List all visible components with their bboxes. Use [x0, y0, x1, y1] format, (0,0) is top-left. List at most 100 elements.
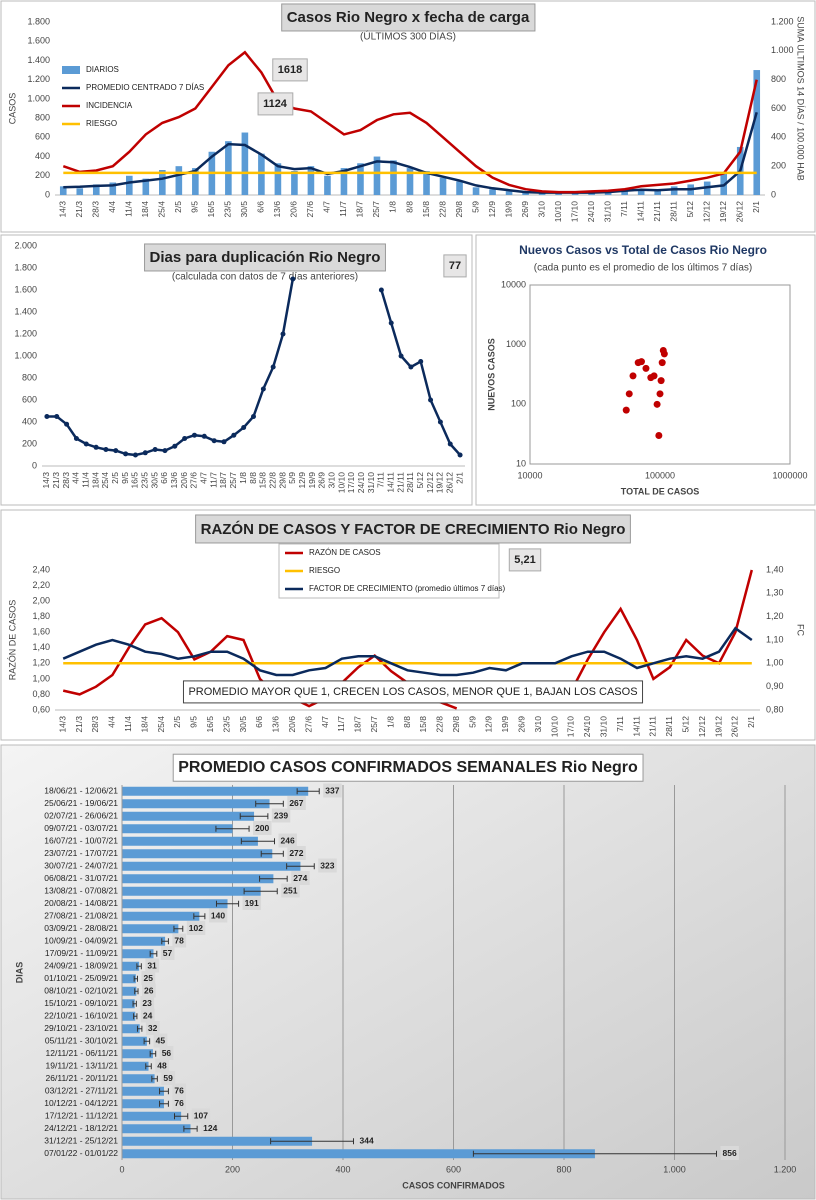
x-tick-label: 2/5 [172, 716, 182, 728]
x-tick-label: 29/8 [451, 716, 461, 733]
y-tick-label: 2,00 [32, 595, 50, 605]
x-tick-label: 400 [335, 1164, 350, 1174]
y2-tick-label: 1.000 [771, 45, 794, 55]
x-tick-label: 27/6 [303, 716, 313, 733]
y2-tick-label: 600 [771, 103, 786, 113]
annotation: 5,21 [514, 554, 535, 566]
value-label-box [318, 858, 337, 873]
bar [423, 170, 430, 195]
y-tick-label: 0 [32, 460, 37, 470]
y-tick-label: 09/07/21 - 03/07/21 [44, 823, 118, 833]
x-tick-label: 2/1 [454, 472, 464, 484]
x-tick-label: 600 [446, 1164, 461, 1174]
x-tick-label: 15/8 [418, 716, 428, 733]
y-tick-label: 800 [22, 372, 37, 382]
y-tick-label: 200 [22, 438, 37, 448]
x-tick-label: 26/12 [730, 716, 740, 738]
y-tick-label: 25/06/21 - 19/06/21 [44, 798, 118, 808]
y-axis-label: NUEVOS CASOS [486, 338, 496, 411]
bar [76, 188, 84, 195]
y-tick-label: 01/10/21 - 25/09/21 [44, 973, 118, 983]
x-tick-label: 4/7 [322, 201, 332, 213]
marker [231, 432, 237, 438]
marker [123, 451, 129, 457]
bar [456, 181, 463, 195]
x-tick-label: 16/5 [206, 201, 216, 218]
marker [83, 441, 89, 447]
marker [378, 287, 384, 293]
value-label: 323 [320, 861, 334, 871]
marker [457, 452, 463, 458]
value-label-box [172, 1096, 187, 1110]
annotation: 1618 [278, 64, 302, 76]
x-tick-label: 30/5 [238, 716, 248, 733]
bar [122, 1099, 164, 1109]
x-tick-label: 19/9 [500, 716, 510, 733]
y-tick-label: 1,20 [32, 658, 50, 668]
x-tick-label: 10/10 [336, 472, 346, 494]
y-tick-label: 1.000 [14, 350, 37, 360]
y-tick-label: 2.000 [14, 240, 37, 250]
x-tick-label: 4/4 [71, 472, 81, 484]
y-tick-label: 1.000 [27, 93, 50, 103]
bar [122, 949, 154, 959]
point [657, 377, 665, 385]
y-tick-label: 24/09/21 - 18/09/21 [44, 961, 118, 971]
x-tick-label: 18/7 [218, 472, 228, 489]
x-tick-label: 21/3 [74, 201, 84, 218]
x-tick-label: 4/4 [107, 201, 117, 213]
x-tick-label: 1000000 [772, 470, 807, 480]
bar [59, 186, 67, 195]
value-label: 76 [174, 1086, 184, 1096]
x-tick-label: 10/10 [549, 716, 559, 738]
point [650, 372, 658, 380]
value-label: 102 [189, 923, 203, 933]
value-label: 78 [174, 936, 184, 946]
marker [113, 448, 119, 454]
value-label-box [278, 833, 297, 848]
bar [670, 186, 678, 195]
value-label-box [281, 883, 300, 898]
y-tick-label: 400 [35, 151, 50, 161]
x-tick-label: 8/8 [402, 716, 412, 728]
value-label-box [191, 1108, 211, 1123]
x-tick-label: 1.200 [774, 1164, 797, 1174]
marker [418, 359, 424, 364]
x-tick-label: 23/5 [221, 716, 231, 733]
value-label-box [153, 1033, 168, 1048]
marker [280, 331, 286, 337]
marker [241, 425, 247, 430]
x-tick-label: 30/5 [149, 472, 159, 489]
y-tick-label: 18/06/21 - 12/06/21 [44, 786, 118, 796]
legend-label: DIARIOS [86, 65, 119, 74]
bar [122, 1074, 155, 1084]
chart-title: RAZÓN DE CASOS Y FACTOR DE CRECIMIENTO R… [201, 520, 626, 538]
value-label: 337 [325, 786, 339, 796]
value-label: 24 [143, 1011, 153, 1021]
x-tick-label: 22/8 [437, 201, 447, 218]
bar [307, 166, 315, 195]
bar [122, 1111, 182, 1121]
y-tick-label: 02/07/21 - 26/06/21 [44, 811, 118, 821]
bar [122, 874, 274, 884]
x-tick-label: 1.000 [663, 1164, 686, 1174]
marker [132, 452, 138, 458]
bar [406, 168, 414, 195]
chart-frame [0, 234, 473, 506]
x-tick-label: 11/7 [208, 472, 218, 488]
value-label: 57 [163, 948, 173, 958]
x-tick-label: 12/12 [697, 716, 707, 738]
marker [64, 421, 70, 427]
line [62, 626, 753, 677]
value-label: 31 [147, 961, 157, 971]
x-tick-label: 4/4 [107, 716, 117, 728]
y-tick-label: 0,80 [32, 689, 50, 699]
x-tick-label: 19/12 [718, 201, 728, 223]
x-tick-label: 25/7 [228, 472, 238, 489]
value-label-box [242, 896, 262, 910]
bar [489, 189, 496, 195]
bar [109, 182, 117, 195]
annotation-box [272, 58, 308, 82]
value-label: 48 [157, 1061, 167, 1071]
x-tick-label: 26/12 [734, 201, 744, 223]
